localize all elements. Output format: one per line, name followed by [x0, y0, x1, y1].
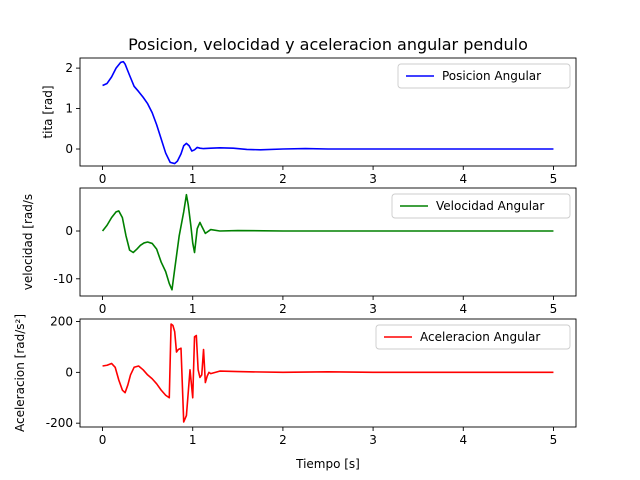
y-tick-label: 0: [65, 224, 73, 238]
y-axis-label-3: Aceleracion [rad/s²]: [13, 314, 27, 432]
y-tick-label: -200: [46, 416, 73, 430]
panel-3: 0 1 2 3 4 5 200 0 -200 Aceleracion [rad/s²] Aceler…: [13, 314, 577, 447]
axes-frame-3: [79, 318, 577, 428]
y-tick-label: 1: [65, 102, 73, 116]
x-tick-label: 5: [550, 433, 558, 447]
x-tick-label: 1: [189, 433, 197, 447]
x-tick-label: 1: [189, 302, 197, 316]
y-tick-label: 0: [65, 365, 73, 379]
panel-2: 0 1 2 3 4 5 0 -10 velocidad [rad/s Velocidad Angu…: [21, 187, 577, 316]
panels-group: 0 1 2 3 4 5 0 1 2 tita [rad] Posicion Angular 0 1 2 3 4…: [13, 57, 577, 447]
x-tick-label: 2: [279, 172, 287, 186]
y-axis-label-1: tita [rad]: [41, 85, 55, 138]
series-line-1: [102, 60, 554, 165]
axes-frame-2: [79, 187, 577, 297]
legend-box: [375, 324, 571, 350]
x-tick-label: 0: [99, 172, 107, 186]
y-axis-label-2: velocidad [rad/s: [21, 194, 35, 290]
x-tick-label: 2: [279, 433, 287, 447]
x-tick-label: 4: [459, 172, 467, 186]
legend-box: [397, 63, 571, 89]
legend-label: Posicion Angular: [442, 69, 541, 83]
legend-2: Velocidad Angular: [391, 193, 571, 219]
legend-label: Aceleracion Angular: [420, 330, 540, 344]
x-tick-label: 3: [369, 172, 377, 186]
y-tick-label: 0: [65, 142, 73, 156]
y-tick-label: 200: [50, 315, 73, 329]
legend-box: [391, 193, 571, 219]
x-tick-label: 0: [99, 302, 107, 316]
legend-3: Aceleracion Angular: [375, 324, 571, 350]
chart-title: Posicion, velocidad y aceleracion angula…: [128, 35, 528, 54]
legend-label: Velocidad Angular: [436, 199, 544, 213]
y-tick-label: -10: [53, 272, 73, 286]
x-tick-label: 0: [99, 433, 107, 447]
x-tick-label: 3: [369, 433, 377, 447]
x-tick-label: 4: [459, 433, 467, 447]
x-tick-label: 5: [550, 302, 558, 316]
x-tick-label: 5: [550, 172, 558, 186]
x-tick-label: 1: [189, 172, 197, 186]
x-axis-label: Tiempo [s]: [295, 457, 360, 471]
x-tick-label: 4: [459, 302, 467, 316]
axes-frame-1: [79, 57, 577, 167]
series-line-2: [101, 193, 554, 291]
x-tick-label: 3: [369, 302, 377, 316]
x-tick-label: 2: [279, 302, 287, 316]
legend-1: Posicion Angular: [397, 63, 571, 89]
series-line-3: [102, 323, 554, 423]
panel-1: 0 1 2 3 4 5 0 1 2 tita [rad] Posicion Angular: [41, 57, 577, 186]
y-tick-label: 2: [65, 61, 73, 75]
